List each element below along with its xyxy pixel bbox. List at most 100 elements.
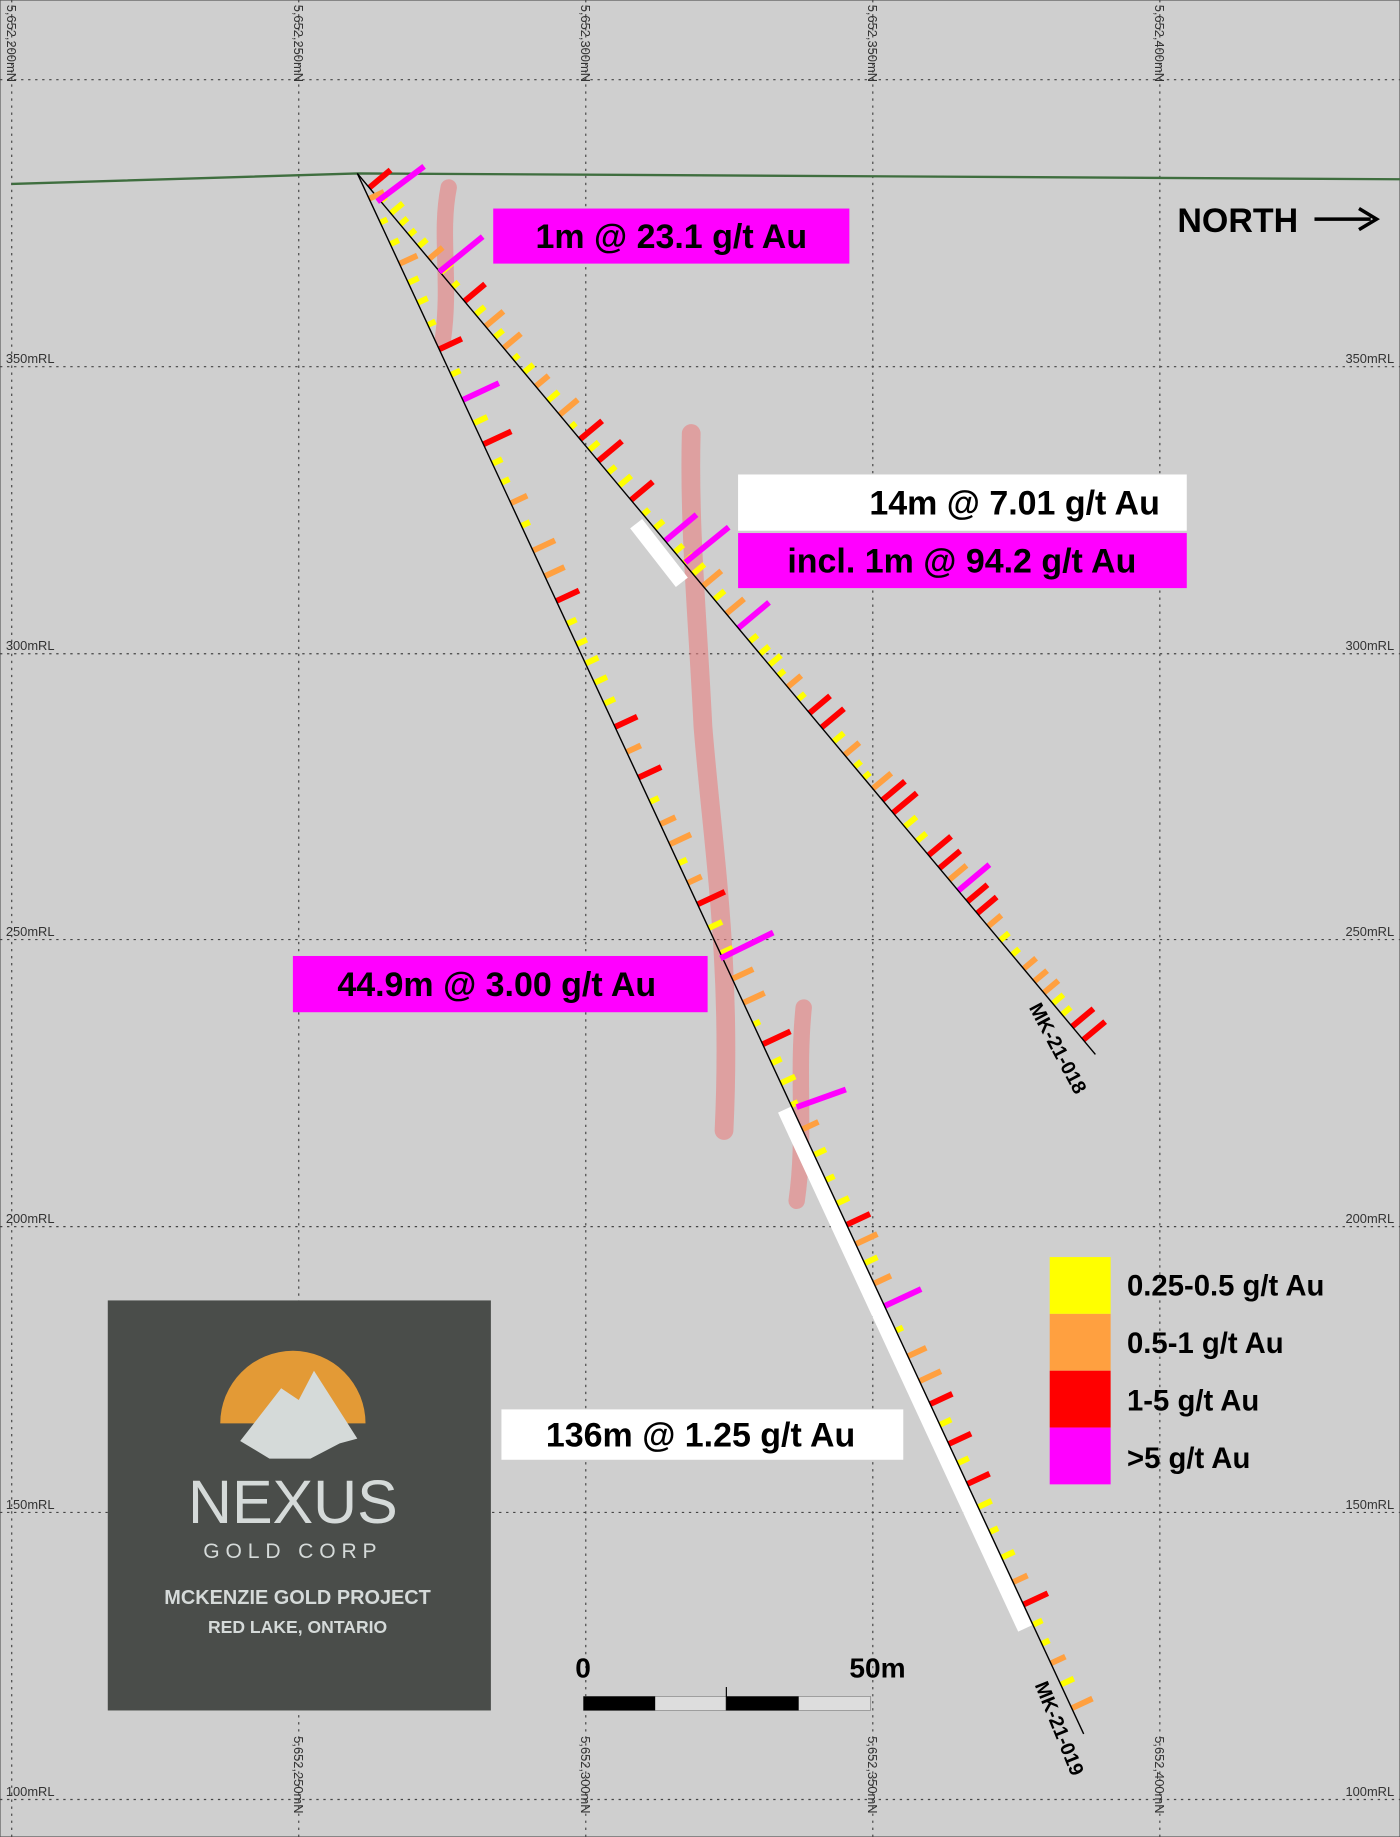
assay-bar <box>1060 1005 1073 1017</box>
assay-bar <box>625 742 643 755</box>
intercept-box <box>738 533 1187 589</box>
assay-bar <box>672 542 686 555</box>
assay-bar <box>472 414 489 426</box>
assay-bar <box>1050 992 1066 1006</box>
assay-bar <box>1070 1695 1094 1711</box>
logo-location: RED LAKE, ONTARIO <box>208 1617 387 1637</box>
assay-bar <box>998 930 1011 943</box>
high-grade-bar <box>683 524 731 565</box>
assay-bar <box>584 654 600 667</box>
assay-bar <box>568 420 578 430</box>
high-grade-bar <box>437 234 485 275</box>
assay-bar <box>807 693 832 716</box>
legend-swatch <box>1049 1257 1111 1314</box>
assay-bar <box>686 873 703 886</box>
assay-bar <box>842 740 862 758</box>
assay-bar <box>731 966 755 982</box>
assay-bar <box>824 1173 836 1183</box>
assay-bar <box>652 518 666 531</box>
assay-bar <box>677 856 689 867</box>
assay-bar <box>501 331 523 351</box>
logo-subtitle: GOLD CORP <box>203 1540 382 1563</box>
rl-label: 200mRL <box>1345 1211 1394 1226</box>
assay-bar <box>1000 1549 1016 1561</box>
easting-label: 5,652,250mN <box>291 5 306 82</box>
assay-bar <box>707 919 724 931</box>
assay-bar <box>462 281 487 304</box>
assay-bar <box>511 352 521 362</box>
assay-bar <box>388 201 405 216</box>
assay-bar <box>812 1146 828 1158</box>
assay-bar <box>491 456 504 467</box>
assay-bar <box>543 564 566 579</box>
assay-bar <box>701 568 724 589</box>
assay-bar <box>533 373 551 389</box>
assay-bar <box>1059 1675 1076 1688</box>
assay-bar <box>617 473 634 489</box>
intercept-label: 14m @ 7.01 g/t Au <box>869 484 1160 522</box>
assay-bar <box>407 275 420 286</box>
assay-bar <box>906 1345 928 1359</box>
assay-bar <box>1070 1006 1096 1029</box>
assay-bar <box>648 795 660 805</box>
logo-name: NEXUS <box>188 1468 398 1536</box>
assay-bar <box>545 389 561 404</box>
assay-bar <box>761 1028 792 1047</box>
rl-label: 350mRL <box>1345 351 1394 366</box>
easting-label: 5,652,400mN <box>1152 5 1167 82</box>
assay-bar <box>918 1368 943 1384</box>
assay-bar <box>450 279 461 290</box>
scale-label: 50m <box>849 1653 905 1684</box>
drillhole-trace <box>356 172 1096 1055</box>
assay-bar <box>416 237 429 249</box>
assay-bar <box>870 770 894 791</box>
assay-bar <box>736 600 771 631</box>
easting-label: 5,652,250mN <box>291 1736 306 1813</box>
assay-bar <box>986 913 1004 929</box>
drillhole-trace <box>356 173 1085 1735</box>
north-label: NORTH <box>1177 202 1298 240</box>
legend-swatch <box>1049 1370 1111 1428</box>
assay-bar <box>819 706 846 730</box>
scale-segment <box>583 1696 656 1711</box>
high-grade-bar <box>795 1086 847 1110</box>
assay-bar <box>1021 956 1038 971</box>
assay-bar <box>724 596 746 617</box>
legend-label: 0.5-1 g/t Au <box>1127 1327 1284 1360</box>
assay-bar <box>852 759 863 770</box>
assay-bar <box>575 636 589 648</box>
high-grade-bar <box>375 164 426 204</box>
logo-mountain <box>240 1370 358 1459</box>
assay-bar <box>555 587 581 604</box>
assay-bar <box>719 945 734 957</box>
assay-bar <box>416 295 429 306</box>
assay-bar <box>1011 1572 1029 1585</box>
rl-label: 350mRL <box>6 351 55 366</box>
assay-bar <box>796 691 807 702</box>
assay-bar <box>770 1056 783 1066</box>
north-arrow <box>1314 207 1380 232</box>
assay-bar <box>1032 968 1049 984</box>
intercept-box <box>738 474 1187 531</box>
assay-bar <box>966 1471 991 1487</box>
assay-bar <box>578 418 605 442</box>
assay-bar <box>902 814 919 830</box>
assay-bar <box>854 1231 879 1247</box>
assay-bar <box>606 464 618 476</box>
assay-bar <box>767 653 783 668</box>
assay-bar <box>593 674 609 686</box>
assay-bar <box>449 367 462 378</box>
assay-bar <box>928 1391 954 1407</box>
rl-label: 100mRL <box>1345 1784 1394 1799</box>
assay-bar <box>367 189 386 202</box>
rl-label: 300mRL <box>1345 638 1394 653</box>
assay-bar <box>742 990 766 1006</box>
assay-bar <box>641 507 651 517</box>
assay-bar <box>947 863 969 883</box>
assay-bar <box>861 770 872 781</box>
easting-label: 5,652,350mN <box>865 5 880 82</box>
easting-label: 5,652,350mN <box>865 1736 880 1813</box>
vein <box>681 424 736 1140</box>
logo-project: MCKENZIE GOLD PROJECT <box>164 1587 431 1609</box>
assay-bar <box>1049 1653 1067 1666</box>
